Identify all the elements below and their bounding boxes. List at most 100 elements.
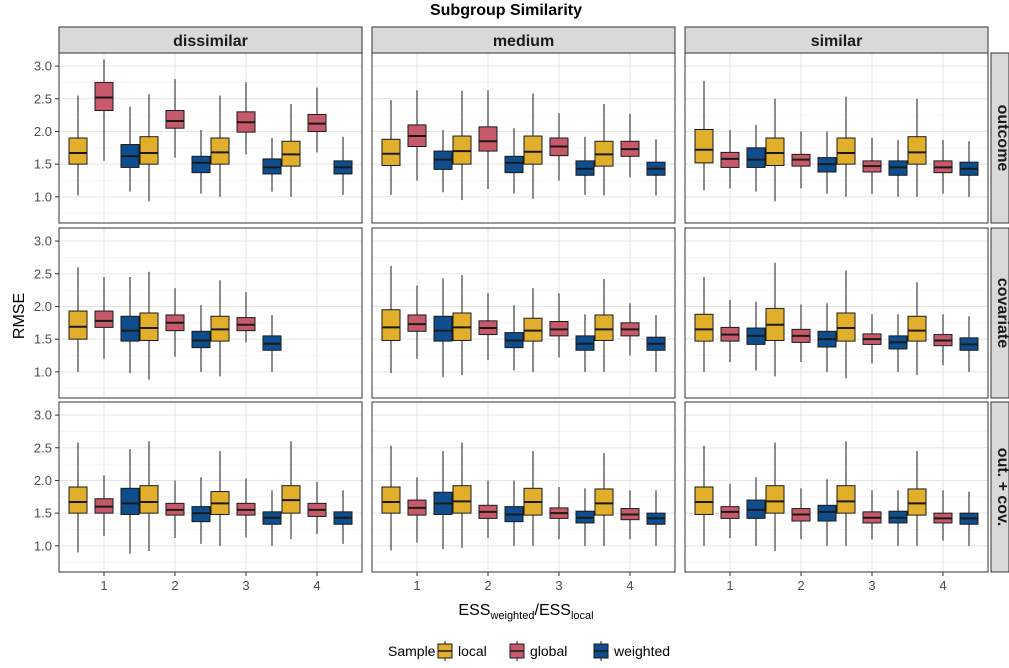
y-tick-label: 1.5 bbox=[34, 506, 52, 521]
facet-panel bbox=[684, 227, 989, 399]
box-local bbox=[68, 137, 88, 165]
x-axis-ticks: 1 2 3 4 1 2 3 4 1 2 3 4 bbox=[100, 572, 947, 593]
box-local bbox=[594, 314, 614, 341]
row-strip-label: outcome bbox=[994, 105, 1009, 172]
chart-title: Subgroup Similarity bbox=[430, 2, 582, 19]
panel-border bbox=[371, 401, 676, 573]
box-weighted bbox=[433, 315, 453, 342]
y-axis-ticks: 1.0 1.5 2.0 2.5 3.0 1.0 1.5 2.0 2.5 3.0 1.0 1.5 2.0 2… bbox=[34, 59, 59, 553]
y-axis-title: RMSE bbox=[11, 293, 28, 339]
box-local bbox=[907, 136, 927, 165]
panel-border bbox=[58, 227, 363, 399]
box-weighted bbox=[817, 504, 837, 522]
panel-background bbox=[372, 402, 675, 572]
y-tick-label: 1.0 bbox=[34, 189, 52, 204]
y-tick-label: 2.0 bbox=[34, 299, 52, 314]
box-global bbox=[478, 126, 498, 152]
y-tick-label: 2.0 bbox=[34, 473, 52, 488]
box-local bbox=[381, 486, 401, 514]
panel-background bbox=[59, 402, 362, 572]
box-local bbox=[68, 310, 88, 340]
y-tick-label: 2.5 bbox=[34, 440, 52, 455]
panel-border bbox=[684, 52, 989, 224]
y-tick-label: 1.0 bbox=[34, 364, 52, 379]
x-axis-title-ess1: ESS bbox=[458, 602, 490, 619]
x-axis-title-sub-weighted: weighted bbox=[489, 610, 534, 622]
box-local bbox=[765, 137, 785, 166]
panel-border bbox=[684, 401, 989, 573]
x-tick-label: 1 bbox=[413, 578, 420, 593]
box-local bbox=[907, 315, 927, 342]
panel-border bbox=[684, 227, 989, 399]
column-strip-label: medium bbox=[493, 33, 554, 50]
box-local bbox=[694, 486, 714, 515]
box-local bbox=[210, 137, 230, 165]
facet-panel bbox=[684, 401, 989, 573]
x-axis-title-slash: / bbox=[534, 602, 539, 619]
column-strip bbox=[58, 26, 363, 54]
box-weighted bbox=[746, 147, 766, 168]
row-strip bbox=[990, 52, 1009, 224]
x-tick-label: 4 bbox=[626, 578, 633, 593]
facet-panel bbox=[371, 52, 676, 224]
box-local bbox=[836, 485, 856, 514]
row-strip bbox=[990, 227, 1009, 399]
y-tick-label: 1.5 bbox=[34, 332, 52, 347]
box-local bbox=[836, 137, 856, 165]
x-tick-label: 1 bbox=[100, 578, 107, 593]
box-local bbox=[694, 313, 714, 342]
y-tick-label: 3.0 bbox=[34, 234, 52, 249]
x-tick-label: 3 bbox=[242, 578, 249, 593]
box-local bbox=[594, 488, 614, 516]
facet-panel bbox=[371, 401, 676, 573]
box-weighted bbox=[120, 315, 140, 342]
box-weighted bbox=[191, 155, 211, 174]
box-local bbox=[765, 485, 785, 514]
x-axis-title-sub-local: local bbox=[571, 610, 594, 622]
x-axis-title-ess2: ESS bbox=[539, 602, 571, 619]
box-local bbox=[381, 138, 401, 166]
box-global bbox=[165, 110, 185, 129]
x-tick-label: 1 bbox=[726, 578, 733, 593]
legend: Sample local global weighted bbox=[388, 641, 670, 661]
column-strip-label: similar bbox=[811, 33, 863, 50]
facet-panel bbox=[58, 401, 363, 573]
panel-border bbox=[371, 52, 676, 224]
x-tick-label: 4 bbox=[313, 578, 320, 593]
box-local bbox=[139, 485, 159, 514]
box-local bbox=[907, 488, 927, 516]
y-tick-label: 2.5 bbox=[34, 91, 52, 106]
y-tick-label: 1.5 bbox=[34, 157, 52, 172]
y-tick-label: 1.0 bbox=[34, 538, 52, 553]
y-tick-label: 2.0 bbox=[34, 124, 52, 139]
legend-label-weighted: weighted bbox=[613, 643, 670, 659]
box-local bbox=[68, 486, 88, 514]
row-strip-label: out. + cov. bbox=[994, 448, 1009, 526]
legend-label-global: global bbox=[530, 643, 567, 659]
facet-panel bbox=[58, 227, 363, 399]
y-tick-label: 3.0 bbox=[34, 59, 52, 74]
panel-background bbox=[372, 228, 675, 398]
facet-grid: dissimilar medium similar outcome covariate o… bbox=[58, 26, 1009, 573]
column-strip-label: dissimilar bbox=[173, 33, 248, 50]
x-axis-title: ESSweighted/ESSlocal bbox=[458, 602, 593, 622]
box-local bbox=[139, 136, 159, 165]
box-local bbox=[694, 129, 714, 164]
box-local bbox=[523, 135, 543, 165]
x-tick-label: 4 bbox=[939, 578, 946, 593]
box-local bbox=[381, 309, 401, 341]
box-local bbox=[139, 312, 159, 341]
x-tick-label: 2 bbox=[797, 578, 804, 593]
facet-panel bbox=[371, 227, 676, 399]
x-tick-label: 3 bbox=[868, 578, 875, 593]
box-weighted bbox=[504, 155, 524, 174]
y-tick-label: 2.5 bbox=[34, 266, 52, 281]
column-strip bbox=[684, 26, 989, 54]
panel-border bbox=[58, 401, 363, 573]
facet-panel bbox=[58, 52, 363, 224]
y-tick-label: 3.0 bbox=[34, 408, 52, 423]
panel-border bbox=[58, 52, 363, 224]
box-local bbox=[452, 485, 472, 514]
legend-title: Sample bbox=[388, 643, 436, 659]
